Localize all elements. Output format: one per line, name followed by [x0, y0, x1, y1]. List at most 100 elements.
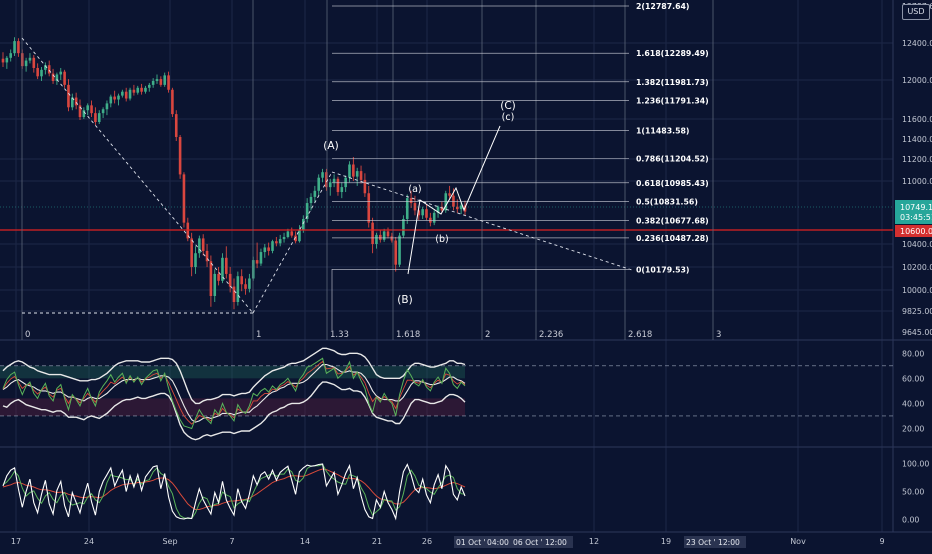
candle-body — [325, 172, 328, 188]
candle-body — [340, 187, 344, 193]
time-highlight-tag — [716, 536, 746, 548]
time-highlight-tag — [684, 536, 726, 548]
rsi-axis-label: 80.00 — [902, 349, 924, 358]
candle-body — [282, 237, 286, 240]
candle-body — [390, 236, 394, 241]
time-axis-label: 24 — [84, 537, 94, 546]
time-axis-label: Sep — [162, 537, 177, 546]
fib-time-zone-label: 2.236 — [539, 330, 563, 340]
time-axis-label: 7 — [229, 537, 234, 546]
candle-body — [402, 218, 405, 236]
candle-body — [44, 65, 47, 70]
candle-body — [456, 206, 459, 210]
candle-body — [128, 89, 132, 99]
candle-body — [174, 114, 178, 137]
candle-body — [432, 212, 436, 223]
candle-body — [294, 235, 297, 242]
candle-body — [178, 137, 182, 175]
bollinger-lower-line — [2, 381, 466, 441]
time-axis-label: 26 — [422, 537, 432, 546]
fib-time-zone-label: 1 — [256, 330, 261, 340]
candle-body — [263, 247, 267, 253]
candle-body — [344, 177, 347, 188]
candle-body — [36, 67, 39, 77]
stochastic-k-line — [2, 463, 466, 521]
fib-time-zone-label: 2 — [485, 330, 490, 340]
candle-body — [313, 190, 317, 197]
candle-body — [109, 96, 113, 104]
candle-body — [248, 278, 251, 289]
candle-body — [240, 276, 243, 285]
candle-body — [78, 105, 82, 118]
currency-badge[interactable]: USD — [902, 4, 930, 20]
candle-body — [205, 250, 209, 262]
rsi-axis-label: 40.00 — [902, 399, 924, 408]
candle-body — [371, 222, 374, 244]
fib-level-label: 0.786(11204.52) — [636, 155, 709, 164]
candle-body — [121, 91, 124, 96]
candle-body — [86, 105, 89, 111]
candle-body — [171, 89, 174, 115]
candle-body — [236, 276, 240, 302]
candle-body — [144, 87, 147, 92]
wave-path — [407, 125, 501, 275]
candle-body — [105, 103, 109, 110]
candle-body — [336, 178, 340, 193]
candle-body — [255, 260, 259, 264]
price-axis-label: 11400.00 — [902, 135, 932, 144]
candle-body — [13, 41, 16, 54]
stochastic-axis-label: 0.00 — [902, 516, 919, 525]
fib-level-label: 1.618(12289.49) — [636, 49, 709, 58]
fib-time-zone-label: 3 — [716, 330, 721, 340]
candle-body — [209, 261, 213, 296]
candle-body — [159, 79, 163, 85]
time-axis-label: 12 — [589, 537, 599, 546]
time-axis-label: 21 — [372, 537, 382, 546]
fib-time-zone-label: 0 — [25, 330, 30, 340]
candle-body — [32, 57, 36, 68]
candle-body — [101, 109, 105, 114]
candle-body — [151, 80, 155, 85]
rsi-axis-label: 20.00 — [902, 424, 924, 433]
candle-body — [352, 164, 355, 177]
candle-body — [379, 234, 382, 240]
price-axis: 12400.00 12000.00 11600.00 11400.00 11200.00… — [895, 2, 932, 525]
price-axis-label: 11000.00 — [902, 177, 932, 186]
candle-body — [17, 41, 20, 54]
candle-body — [228, 273, 232, 287]
candle-body — [113, 96, 116, 100]
fibonacci-extension: 0 1 1.33 1.618 2 2.236 2.618 3 2(12787.64) 1.618(… — [21, 0, 721, 340]
rsi-pane — [0, 347, 893, 441]
candle-body — [278, 239, 282, 244]
level-price-tag — [895, 225, 932, 237]
candle-body — [225, 257, 228, 274]
candle-body — [74, 97, 78, 106]
stochastic-pane — [2, 463, 466, 521]
wave-label: (b) — [435, 234, 448, 245]
price-axis-label: 9825.00 — [902, 307, 932, 316]
price-axis-label: 9645.00 — [902, 328, 932, 337]
candle-body — [452, 195, 455, 207]
candle-body — [24, 60, 28, 67]
candle-body — [59, 71, 63, 75]
candle-body — [259, 252, 263, 264]
price-axis-label: 12000.00 — [902, 76, 932, 85]
candle-body — [328, 182, 332, 188]
candle-body — [40, 69, 43, 77]
price-axis-label: 11200.00 — [902, 155, 932, 164]
candle-body — [271, 241, 274, 251]
candle-body — [51, 73, 55, 81]
candle-body — [155, 79, 159, 81]
candle-body — [94, 113, 97, 122]
time-axis-label: Nov — [790, 537, 806, 546]
candle-body — [440, 206, 444, 211]
candle-body — [382, 231, 386, 240]
fib-level-label: 1.236(11791.34) — [636, 96, 709, 105]
candle-body — [459, 205, 463, 210]
candle-body — [244, 284, 247, 289]
stochastic-axis-label: 100.00 — [902, 459, 929, 468]
time-highlight-label: 04:00 — [487, 538, 509, 547]
